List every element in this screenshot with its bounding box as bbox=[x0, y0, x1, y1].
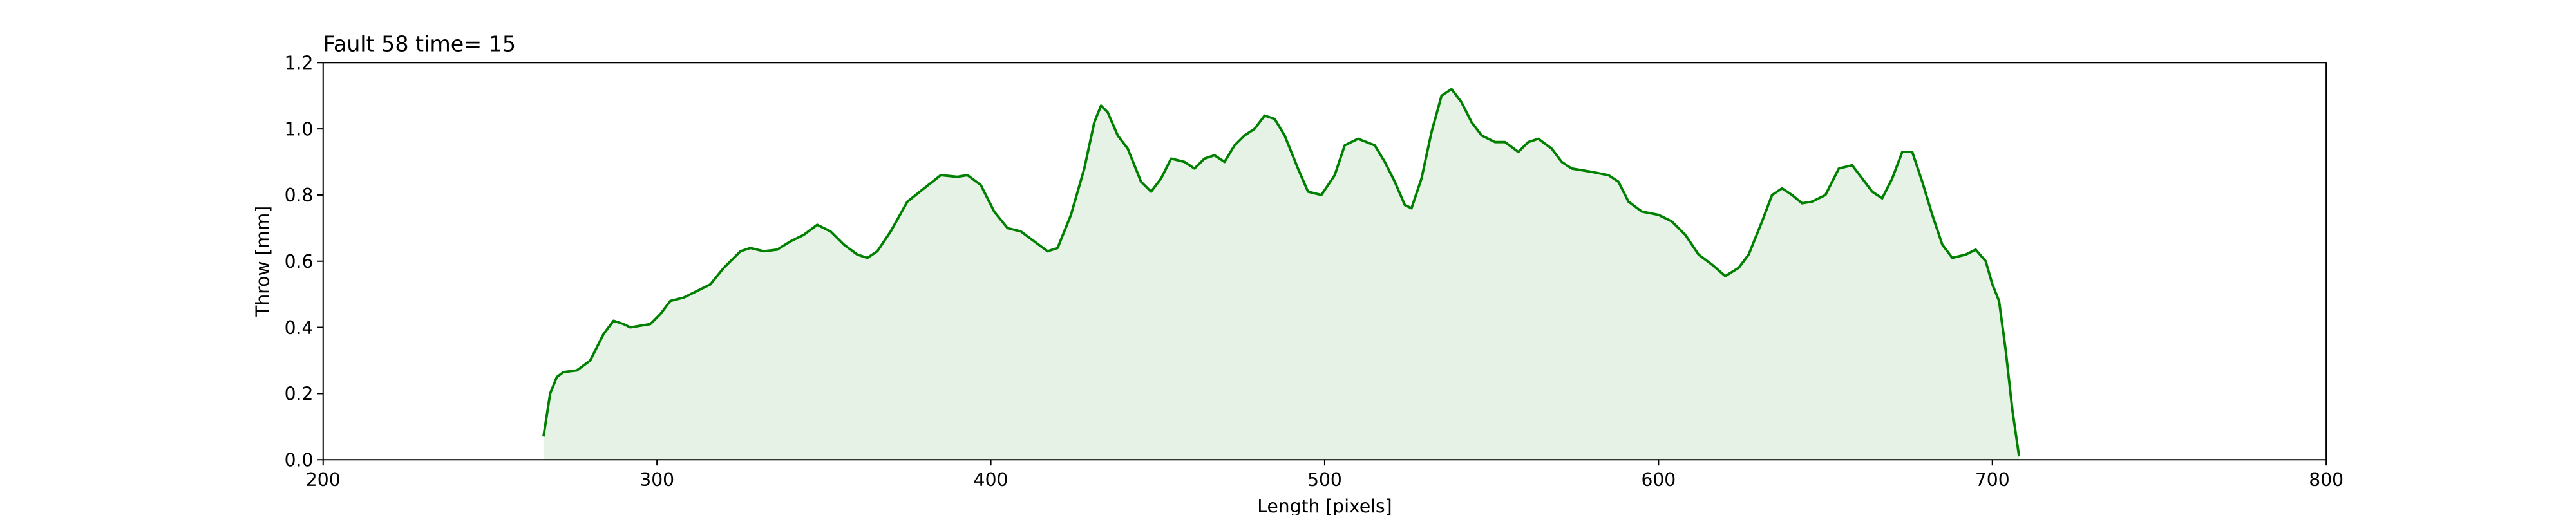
y-tick-label: 0.4 bbox=[285, 317, 314, 339]
y-tick-label: 1.0 bbox=[285, 118, 314, 140]
x-tick-label: 200 bbox=[306, 469, 341, 491]
y-tick-label: 0.6 bbox=[285, 251, 314, 272]
x-tick-label: 400 bbox=[974, 469, 1009, 491]
area-fill bbox=[543, 89, 2020, 460]
y-tick-label: 0.2 bbox=[285, 384, 314, 405]
y-tick-label: 1.2 bbox=[285, 53, 314, 74]
chart-title: Fault 58 time= 15 bbox=[323, 31, 516, 56]
x-axis-label: Length [pixels] bbox=[1257, 496, 1392, 515]
x-tick-label: 800 bbox=[2309, 469, 2344, 491]
x-tick-label: 700 bbox=[1975, 469, 2010, 491]
x-tick-label: 600 bbox=[1641, 469, 1676, 491]
x-tick-label: 300 bbox=[639, 469, 674, 491]
y-axis-label: Throw [mm] bbox=[252, 206, 273, 317]
data-line bbox=[542, 88, 2021, 457]
y-tick-label: 0.0 bbox=[285, 449, 314, 471]
y-tick-label: 0.8 bbox=[285, 185, 314, 206]
x-tick-label: 500 bbox=[1307, 469, 1342, 491]
